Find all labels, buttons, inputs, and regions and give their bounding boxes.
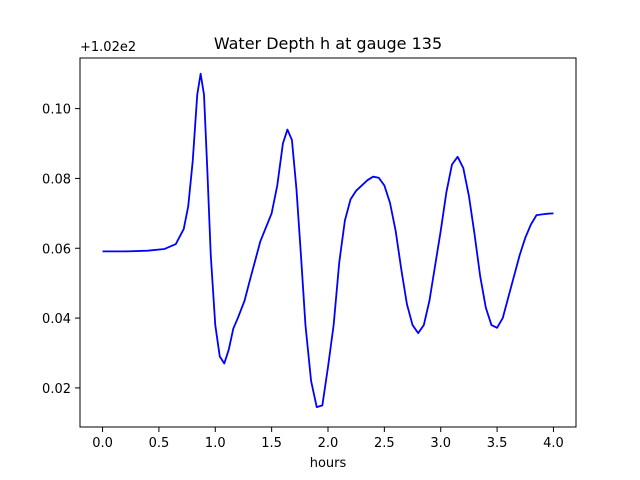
- x-tick-label: 1.5: [261, 436, 282, 451]
- x-tick-label: 2.0: [318, 436, 339, 451]
- x-axis-label: hours: [310, 456, 347, 471]
- x-tick-label: 0.5: [149, 436, 170, 451]
- y-tick-label: 0.02: [42, 382, 71, 397]
- y-tick-label: 0.10: [42, 103, 71, 118]
- y-axis-ticks: 0.02 0.04 0.06 0.08 0.10: [42, 103, 80, 397]
- x-axis-ticks: 0.0 0.5 1.0 1.5 2.0 2.5 3.0 3.5 4.0: [92, 427, 564, 451]
- x-tick-label: 2.5: [374, 436, 395, 451]
- chart-title: Water Depth h at gauge 135: [214, 34, 442, 53]
- x-tick-label: 3.0: [430, 436, 451, 451]
- y-tick-label: 0.08: [42, 172, 71, 187]
- y-axis-offset-label: +1.02e2: [80, 40, 136, 55]
- x-tick-label: 4.0: [543, 436, 564, 451]
- y-tick-label: 0.06: [42, 242, 71, 257]
- x-tick-label: 0.0: [92, 436, 113, 451]
- x-tick-label: 1.0: [205, 436, 226, 451]
- y-tick-label: 0.04: [42, 312, 71, 327]
- x-tick-label: 3.5: [487, 436, 508, 451]
- series-line-gauge-135: [102, 72, 554, 408]
